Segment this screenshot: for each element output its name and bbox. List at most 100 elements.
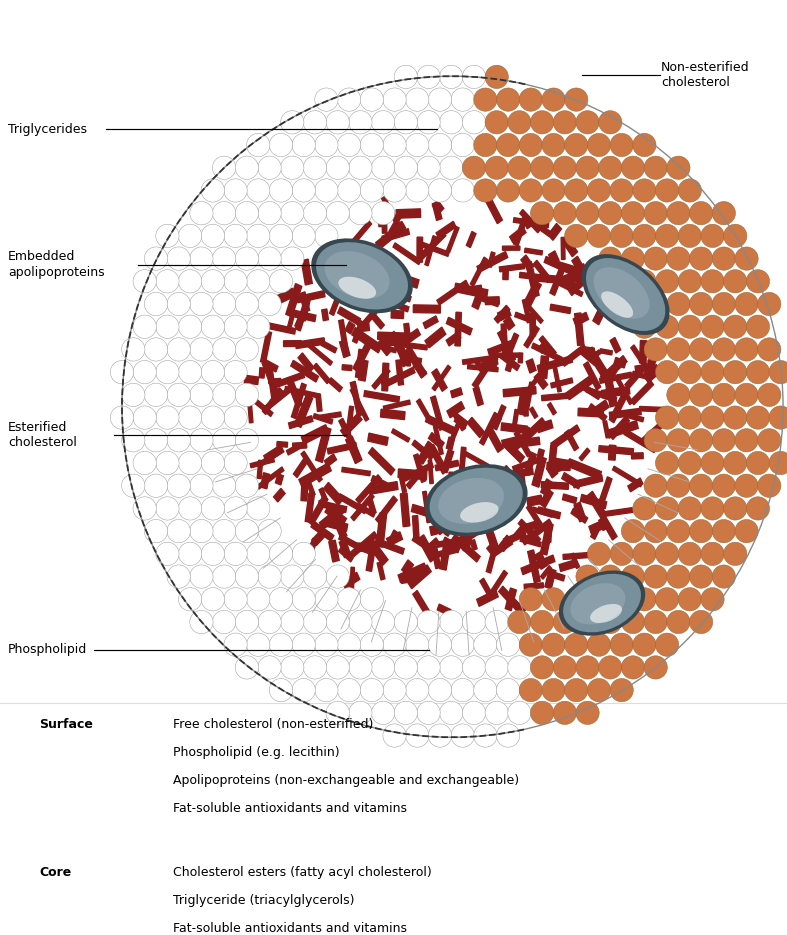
FancyArrow shape <box>631 345 650 373</box>
FancyArrow shape <box>401 560 413 575</box>
Ellipse shape <box>110 406 134 429</box>
Ellipse shape <box>542 679 565 702</box>
Ellipse shape <box>587 134 611 157</box>
FancyArrow shape <box>377 562 385 580</box>
Ellipse shape <box>312 239 412 312</box>
Ellipse shape <box>582 255 669 334</box>
Ellipse shape <box>394 701 417 725</box>
FancyArrow shape <box>484 476 493 488</box>
FancyArrow shape <box>488 252 495 267</box>
Text: Phospholipid (e.g. lecithin): Phospholipid (e.g. lecithin) <box>173 746 340 759</box>
Ellipse shape <box>428 679 452 702</box>
FancyArrow shape <box>341 413 362 437</box>
FancyArrow shape <box>435 460 459 471</box>
Ellipse shape <box>281 202 304 224</box>
FancyArrow shape <box>262 322 296 334</box>
FancyArrow shape <box>624 429 656 453</box>
FancyArrow shape <box>504 317 515 330</box>
FancyArrow shape <box>600 477 612 501</box>
Ellipse shape <box>667 202 690 224</box>
FancyArrow shape <box>538 341 548 353</box>
FancyArrow shape <box>568 267 597 295</box>
FancyArrow shape <box>503 268 508 280</box>
FancyArrow shape <box>609 395 626 423</box>
FancyArrow shape <box>599 518 607 530</box>
Ellipse shape <box>656 361 678 383</box>
FancyArrow shape <box>345 436 362 464</box>
Ellipse shape <box>553 611 576 634</box>
FancyArrow shape <box>392 429 410 442</box>
FancyArrow shape <box>501 352 519 370</box>
FancyArrow shape <box>493 353 518 357</box>
FancyArrow shape <box>591 524 601 539</box>
FancyArrow shape <box>342 468 371 476</box>
FancyArrow shape <box>351 494 374 521</box>
FancyArrow shape <box>393 243 421 265</box>
Ellipse shape <box>430 468 523 533</box>
FancyArrow shape <box>301 259 312 285</box>
Ellipse shape <box>746 269 770 293</box>
FancyArrow shape <box>532 343 562 362</box>
FancyArrow shape <box>514 468 534 478</box>
Ellipse shape <box>644 474 667 497</box>
FancyArrow shape <box>338 534 363 552</box>
FancyArrow shape <box>275 474 283 485</box>
Ellipse shape <box>405 134 429 157</box>
FancyArrow shape <box>364 247 379 280</box>
FancyArrow shape <box>368 448 395 475</box>
FancyArrow shape <box>430 396 445 430</box>
Ellipse shape <box>417 110 440 134</box>
FancyArrow shape <box>467 232 476 248</box>
FancyArrow shape <box>606 367 617 381</box>
FancyArrow shape <box>550 304 571 313</box>
FancyArrow shape <box>396 360 404 385</box>
Ellipse shape <box>417 701 440 725</box>
FancyArrow shape <box>490 570 508 595</box>
Ellipse shape <box>383 179 406 202</box>
Ellipse shape <box>281 247 304 270</box>
Ellipse shape <box>497 679 519 702</box>
Ellipse shape <box>440 655 463 679</box>
Ellipse shape <box>678 315 701 338</box>
FancyArrow shape <box>525 382 534 410</box>
Ellipse shape <box>383 134 406 157</box>
FancyArrow shape <box>262 361 279 396</box>
FancyArrow shape <box>382 363 389 391</box>
FancyArrow shape <box>329 506 347 539</box>
FancyArrow shape <box>540 356 549 379</box>
FancyArrow shape <box>397 347 408 367</box>
FancyArrow shape <box>348 532 377 559</box>
FancyArrow shape <box>447 419 462 448</box>
FancyArrow shape <box>487 428 503 453</box>
Ellipse shape <box>758 474 781 497</box>
FancyArrow shape <box>437 537 469 547</box>
Ellipse shape <box>349 202 372 224</box>
FancyArrow shape <box>519 418 545 446</box>
Ellipse shape <box>440 110 463 134</box>
FancyArrow shape <box>464 525 474 552</box>
FancyArrow shape <box>354 542 373 555</box>
Ellipse shape <box>610 134 634 157</box>
Ellipse shape <box>735 383 758 407</box>
FancyArrow shape <box>382 229 409 242</box>
Ellipse shape <box>576 156 599 180</box>
FancyArrow shape <box>527 505 542 526</box>
FancyArrow shape <box>635 365 646 371</box>
Ellipse shape <box>723 315 747 338</box>
Ellipse shape <box>576 655 599 679</box>
Ellipse shape <box>269 633 293 656</box>
Ellipse shape <box>485 156 508 180</box>
Ellipse shape <box>508 655 531 679</box>
Ellipse shape <box>593 267 649 319</box>
Ellipse shape <box>485 110 508 134</box>
Text: Non-esterified
cholesterol: Non-esterified cholesterol <box>661 61 750 89</box>
Ellipse shape <box>428 179 452 202</box>
Ellipse shape <box>405 88 429 111</box>
Ellipse shape <box>156 542 179 566</box>
Ellipse shape <box>519 587 542 611</box>
FancyArrow shape <box>645 365 660 382</box>
Ellipse shape <box>303 202 327 224</box>
FancyArrow shape <box>497 330 515 362</box>
Ellipse shape <box>701 315 724 338</box>
Ellipse shape <box>122 338 145 361</box>
